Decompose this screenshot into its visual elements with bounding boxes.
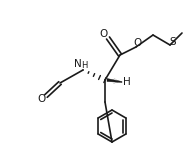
Polygon shape	[107, 79, 122, 83]
Text: O: O	[99, 29, 107, 39]
Text: H: H	[81, 61, 87, 69]
Text: O: O	[37, 94, 45, 104]
Text: O: O	[133, 38, 141, 48]
Text: H: H	[123, 77, 131, 87]
Text: N: N	[74, 59, 82, 69]
Text: S: S	[170, 37, 176, 47]
